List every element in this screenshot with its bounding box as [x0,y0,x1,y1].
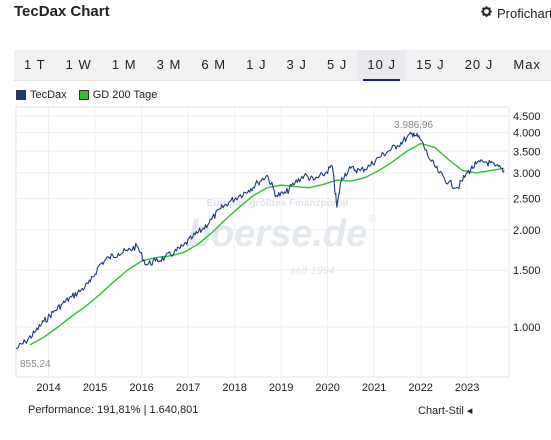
watermark-tagline: Europas größtes Finanzportal [207,198,349,209]
x-tick-label: 2023 [455,382,479,394]
x-tick-label: 2022 [408,382,432,394]
tab-3j[interactable]: 3 J [286,57,307,72]
y-tick-label: 2.000 [513,225,541,237]
max-value-label: 3.986,96 [394,120,433,131]
y-tick-label: 1.500 [513,265,541,277]
legend-label: GD 200 Tage [92,89,158,101]
x-tick-label: 2017 [176,382,200,394]
chart-legend: TecDax GD 200 Tage [16,89,157,101]
page-title: TecDax Chart [14,3,110,20]
tab-1m[interactable]: 1 M [111,57,137,72]
chart-style-link[interactable]: Chart-Stil ◂ [418,405,473,417]
legend-item: GD 200 Tage [78,89,158,101]
legend-swatch [78,90,89,100]
legend-swatch [16,90,26,100]
x-tick-label: 2020 [315,382,339,394]
y-tick-label: 1.000 [513,322,541,334]
proficharts-link[interactable]: Proficharts [480,5,551,21]
x-tick-label: 2015 [83,382,107,394]
watermark-since: seit 1994 [290,265,335,277]
tab-1j[interactable]: 1 J [246,57,267,72]
x-tick-label: 2016 [129,382,153,394]
y-tick-label: 3.000 [513,168,541,180]
performance-text: Performance: 191,81% | 1.640,801 [28,404,199,416]
gd200-line [29,142,505,346]
gear-icon [480,5,493,21]
x-tick-label: 2021 [362,382,386,394]
x-tick-label: 2019 [269,382,293,394]
watermark-logo: boerse.de [188,213,368,255]
tab-5j[interactable]: 5 J [326,57,348,72]
timeframe-tabs: 1 T 1 W 1 M 3 M 6 M 1 J 3 J 5 J 10 J 15 J 20 J Max [14,50,551,81]
legend-label: TecDax [30,89,67,101]
tab-15j[interactable]: 15 J [416,57,445,72]
legend-item: TecDax [16,89,67,101]
tab-6m[interactable]: 6 M [201,57,227,72]
tab-20j[interactable]: 20 J [464,57,494,72]
x-tick-label: 2018 [222,382,246,394]
proficharts-label: Proficharts [497,5,551,21]
tab-1w[interactable]: 1 W [65,57,92,72]
watermark-registered: ® [368,214,376,226]
tab-1t[interactable]: 1 T [24,57,46,72]
y-tick-label: 3.500 [513,146,541,158]
x-tick-label: 2014 [36,382,60,394]
tab-max[interactable]: Max [513,57,541,72]
price-chart[interactable]: 1.000 1.500 2.000 2.500 3.000 3.500 4.000 4.500… [14,103,551,403]
tab-3m[interactable]: 3 M [156,57,182,72]
tecdax-line [15,131,505,350]
tab-10j[interactable]: 10 J [357,50,407,81]
y-tick-label: 4.000 [513,128,541,140]
y-tick-label: 2.500 [513,193,541,205]
y-tick-label: 4.500 [513,111,541,123]
start-value-label: 855,24 [20,359,51,370]
